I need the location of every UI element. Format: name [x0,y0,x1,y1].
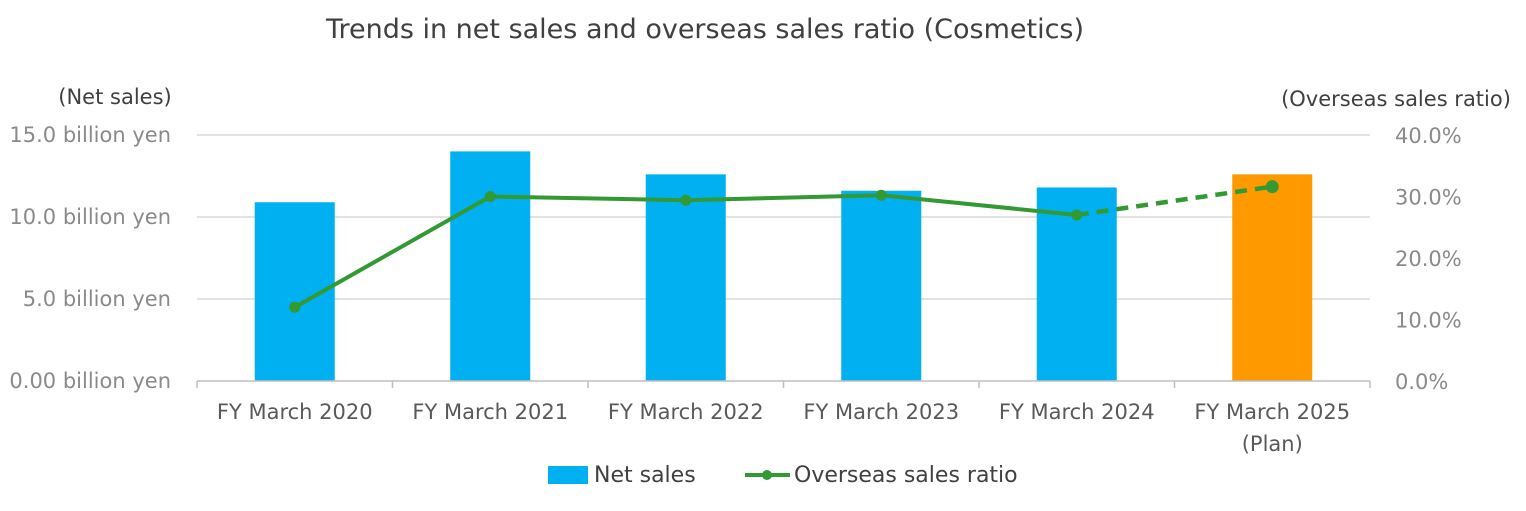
x-axis-category-label: (Plan) [1242,432,1303,456]
legend-label-net-sales: Net sales [594,463,696,488]
legend: Net sales Overseas sales ratio [548,463,1018,488]
right-axis-ticks: 0.0% 10.0% 20.0% 30.0% 40.0% [1395,124,1462,394]
left-axis-ticks: 0.00 billion yen 5.0 billion yen 10.0 bill… [9,123,171,393]
bar-net-sales [645,174,726,381]
left-axis-tick-label: 15.0 billion yen [9,123,171,147]
legend-marker-overseas-ratio [762,470,772,480]
bar-net-sales [841,190,922,381]
left-axis-tick-label: 5.0 billion yen [23,287,171,311]
x-axis [196,380,1371,388]
bar-series [254,151,1313,381]
right-axis-tick-label: 0.0% [1395,370,1448,394]
legend-label-overseas-ratio: Overseas sales ratio [794,463,1018,488]
x-axis-category-label: FY March 2024 [999,400,1155,424]
line-series [289,180,1279,313]
right-axis-title: (Overseas sales ratio) [1281,87,1511,111]
right-axis-tick-label: 10.0% [1395,309,1462,333]
right-axis-tick-label: 40.0% [1395,124,1462,148]
bar-net-sales [450,151,531,381]
left-axis-tick-label: 10.0 billion yen [9,205,171,229]
point-overseas-ratio [1265,180,1279,194]
left-axis-tick-label: 0.00 billion yen [9,369,171,393]
point-overseas-ratio [875,189,887,201]
x-axis-labels: FY March 2020 FY March 2021 FY March 2022 F… [217,400,1350,456]
x-axis-category-label: FY March 2020 [217,400,373,424]
chart-title: Trends in net sales and overseas sales r… [325,14,1084,45]
point-overseas-ratio [484,191,496,202]
point-overseas-ratio [289,301,301,313]
point-overseas-ratio [1071,209,1083,221]
line-overseas-ratio-plan [1076,184,1273,218]
point-overseas-ratio [680,194,692,206]
gridlines [197,134,1370,300]
left-axis-title: (Net sales) [58,85,171,109]
legend-swatch-net-sales [548,466,588,484]
right-axis-tick-label: 20.0% [1395,247,1462,271]
bar-net-sales [1232,174,1313,381]
x-axis-category-label: FY March 2023 [803,400,959,424]
right-axis-tick-label: 30.0% [1395,186,1462,210]
x-axis-category-label: FY March 2022 [608,400,764,424]
x-axis-category-label: FY March 2021 [412,400,568,424]
x-axis-category-label: FY March 2025 [1194,400,1350,424]
